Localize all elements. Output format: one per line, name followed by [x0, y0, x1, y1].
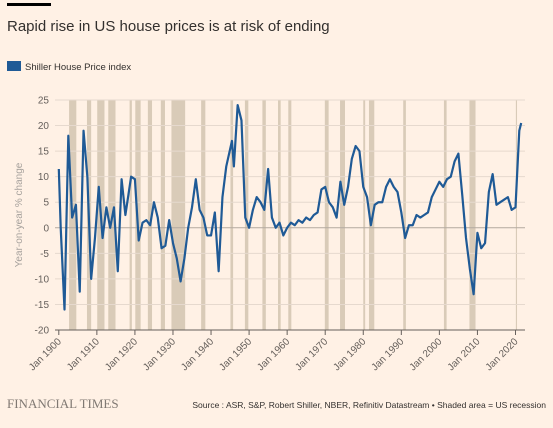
recession-band	[262, 100, 266, 330]
recession-band	[515, 100, 518, 330]
recession-band	[324, 100, 329, 330]
recession-band	[443, 100, 447, 330]
y-tick-label: 20	[38, 121, 50, 132]
y-tick-label: 0	[43, 223, 49, 234]
y-tick-label: 10	[38, 172, 50, 183]
recession-band	[230, 100, 234, 330]
recession-band	[244, 100, 249, 330]
x-tick-label: Jan 1960	[255, 336, 292, 373]
legend-swatch	[7, 61, 21, 71]
y-tick-label: -10	[35, 274, 50, 285]
recession-band	[147, 100, 153, 330]
x-tick-label: Jan 2000	[408, 336, 445, 373]
y-tick-label: 5	[43, 198, 49, 209]
x-tick-label: Jan 1920	[103, 336, 140, 373]
x-tick-label: Jan 1990	[370, 336, 407, 373]
recession-band	[363, 100, 366, 330]
recession-band	[288, 100, 292, 330]
x-tick-label: Jan 1910	[65, 336, 102, 373]
title-bar	[7, 3, 51, 6]
y-tick-label: -15	[35, 300, 50, 311]
recession-band	[171, 100, 186, 330]
x-tick-label: Jan 1930	[141, 336, 178, 373]
recession-band	[469, 100, 476, 330]
x-tick-label: Jan 1900	[27, 336, 64, 373]
y-tick-label: -5	[40, 249, 49, 260]
recession-band	[129, 100, 132, 330]
recession-band	[160, 100, 165, 330]
recession-band	[340, 100, 345, 330]
y-tick-label: 15	[38, 147, 50, 158]
legend-label: Shiller House Price index	[25, 62, 131, 73]
brand: FINANCIAL TIMES	[7, 396, 119, 411]
x-tick-label: Jan 1950	[217, 336, 254, 373]
recession-band	[403, 100, 406, 330]
y-axis-label: Year-on-year % change	[14, 162, 25, 267]
recession-band	[278, 100, 281, 330]
x-tick-label: Jan 1980	[332, 336, 369, 373]
source: Source : ASR, S&P, Robert Shiller, NBER,…	[192, 400, 546, 410]
chart-title: Rapid rise in US house prices is at risk…	[7, 18, 330, 35]
x-tick-label: Jan 2010	[446, 336, 483, 373]
x-tick-label: Jan 2020	[484, 336, 521, 373]
x-tick-label: Jan 1940	[179, 336, 216, 373]
y-tick-label: 25	[38, 96, 50, 107]
series-line	[57, 104, 523, 311]
recession-band	[368, 100, 375, 330]
y-tick-label: -20	[35, 326, 50, 337]
x-tick-label: Jan 1970	[293, 336, 330, 373]
